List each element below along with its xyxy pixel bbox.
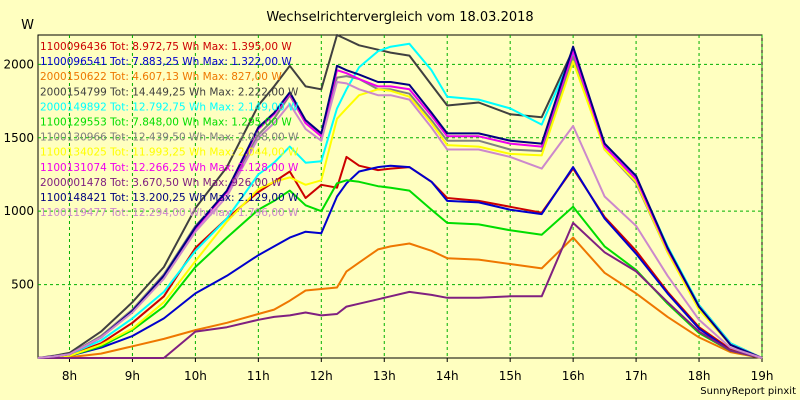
x-tick-label: 13h: [373, 369, 396, 383]
y-tick-label: 500: [11, 278, 34, 292]
x-tick-label: 10h: [184, 369, 207, 383]
series-line-1100134025: [37, 60, 763, 359]
legend-entry-1100130966: 1100130966 Tot: 12.439,50 Wh Max: 2.058,…: [40, 132, 299, 144]
legend-entry-2000154799: 2000154799 Tot: 14.449,25 Wh Max: 2.222,…: [40, 86, 299, 98]
x-tick-label: 9h: [125, 369, 140, 383]
y-tick-label: 1500: [3, 131, 34, 145]
footer-credit: SunnyReport pinxit: [700, 386, 796, 397]
y-axis-label: W: [21, 18, 34, 33]
chart-title: Wechselrichtervergleich vom 18.03.2018: [266, 10, 534, 25]
legend-entry-1100134025: 1100134025 Tot: 11.993,25 Wh Max: 2.044,…: [40, 147, 299, 159]
series-line-1100129553: [37, 179, 763, 359]
x-tick-label: 16h: [562, 369, 585, 383]
x-tick-label: 12h: [310, 369, 333, 383]
x-tick-label: 19h: [751, 369, 774, 383]
x-tick-label: 18h: [688, 369, 711, 383]
series-line-2000150622: [38, 236, 763, 359]
legend-entry-1100119477: 1100119477 Tot: 12.294,00 Wh Max: 1.796,…: [40, 207, 299, 219]
legend-entry-2000001478: 2000001478 Tot: 3.670,50 Wh Max: 926,00 …: [40, 177, 282, 189]
legend-entry-2000150622: 2000150622 Tot: 4.607,13 Wh Max: 827,00 …: [40, 71, 282, 83]
series-line-1100148421: [37, 45, 763, 359]
x-tick-label: 15h: [499, 369, 522, 383]
x-tick-label: 11h: [247, 369, 270, 383]
y-tick-label: 1000: [3, 204, 34, 218]
series-line-2000001478: [38, 221, 763, 359]
legend-entry-1100096436: 1100096436 Tot: 8.972,75 Wh Max: 1.395,0…: [40, 41, 292, 53]
legend-entry-1100129553: 1100129553 Tot: 7.848,00 Wh Max: 1.295,0…: [40, 117, 292, 129]
y-tick-label: 2000: [3, 57, 34, 71]
legend-entry-1100096541: 1100096541 Tot: 7.883,25 Wh Max: 1.322,0…: [40, 56, 292, 68]
legend-entry-2000149892: 2000149892 Tot: 12.792,75 Wh Max: 2.149,…: [40, 101, 299, 113]
legend-entry-1100148421: 1100148421 Tot: 13.200,25 Wh Max: 2.129,…: [40, 192, 299, 204]
series-line-1100096541: [37, 164, 763, 359]
x-tick-label: 14h: [436, 369, 459, 383]
plot-area: [37, 34, 763, 359]
x-tick-label: 17h: [625, 369, 648, 383]
x-tick-label: 8h: [62, 369, 77, 383]
series-line-1100119477: [37, 81, 763, 359]
legend-entry-1100131074: 1100131074 Tot: 12.266,25 Wh Max: 2.128,…: [40, 162, 299, 174]
